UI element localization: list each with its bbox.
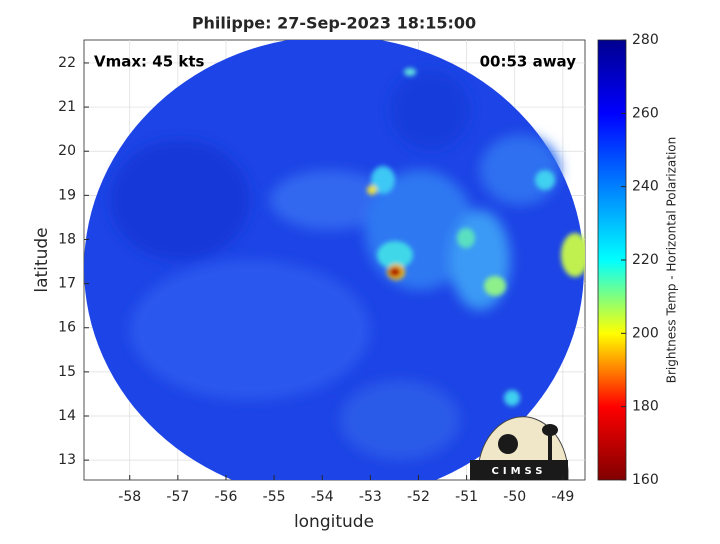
annotation: Vmax: 45 kts <box>94 53 204 71</box>
logo-text: CIMSS <box>492 466 547 477</box>
colorbar-tick-label: 220 <box>632 252 659 268</box>
y-tick-label: 17 <box>58 276 76 292</box>
y-tick-label: 20 <box>58 143 76 159</box>
y-tick-label: 21 <box>58 99 76 115</box>
colorbar-tick-label: 200 <box>632 325 659 341</box>
colorbar-label: Brightness Temp - Horizontal Polarizatio… <box>665 137 679 384</box>
x-tick-label: -54 <box>311 489 334 505</box>
annotation: 00:53 away <box>480 53 577 71</box>
swath-texture <box>110 70 560 460</box>
y-tick-label: 13 <box>58 452 76 468</box>
swath-features <box>367 68 585 406</box>
cimss-logo: CIMSS <box>470 416 569 481</box>
x-tick-label: -51 <box>455 489 478 505</box>
x-tick-label: -56 <box>215 489 238 505</box>
y-axis-label: latitude <box>32 227 52 292</box>
colorbar-tick-label: 240 <box>632 179 659 195</box>
y-tick-label: 14 <box>58 408 76 424</box>
y-tick-label: 16 <box>58 320 76 336</box>
x-tick-label: -49 <box>551 489 574 505</box>
y-tick-label: 22 <box>58 55 76 71</box>
swath <box>84 40 585 480</box>
colorbar-tick-label: 160 <box>632 472 659 488</box>
x-tick-label: -50 <box>503 489 526 505</box>
colorbar-tick-label: 260 <box>632 105 659 121</box>
x-tick-label: -55 <box>263 489 286 505</box>
x-tick-label: -52 <box>407 489 430 505</box>
y-tick-label: 18 <box>58 231 76 247</box>
colorbar-tick-label: 280 <box>632 32 659 48</box>
y-tick-label: 15 <box>58 364 76 380</box>
y-tick-label: 19 <box>58 187 76 203</box>
x-axis-label: longitude <box>294 512 374 532</box>
chart-title: Philippe: 27-Sep-2023 18:15:00 <box>192 14 476 33</box>
x-tick-label: -58 <box>118 489 141 505</box>
x-tick-label: -53 <box>359 489 382 505</box>
x-tick-label: -57 <box>166 489 189 505</box>
colorbar-tick-label: 180 <box>632 399 659 415</box>
